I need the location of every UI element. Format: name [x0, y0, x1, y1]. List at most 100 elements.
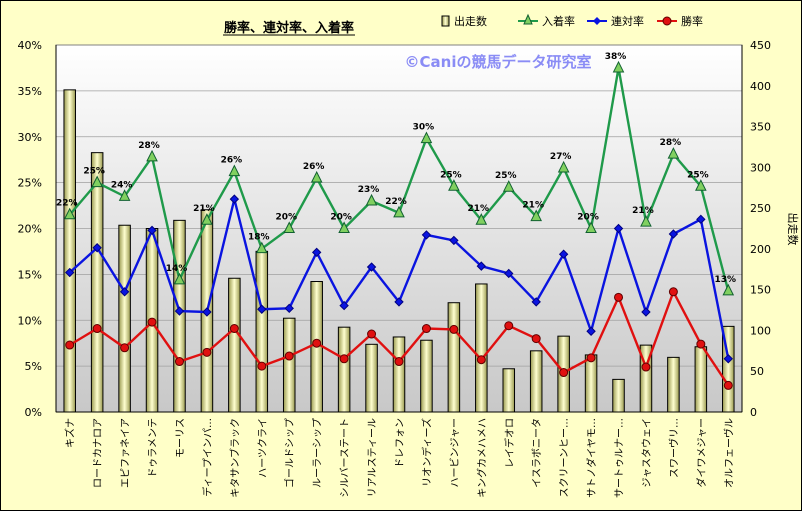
marker-placement-16: [502, 180, 515, 192]
bar-runs-13: [420, 339, 433, 413]
y-left-tick-label: 0%: [25, 406, 42, 419]
data-label-placement: 25%: [83, 167, 105, 177]
data-label-placement: 22%: [56, 199, 78, 209]
data-label-placement: 28%: [660, 138, 682, 148]
marker-quinella-4: [174, 306, 185, 316]
marker-quinella-23: [696, 214, 706, 225]
bar-runs-19: [584, 354, 598, 413]
y-right-tick-label: 450: [750, 39, 771, 52]
bar-runs-22: [667, 356, 680, 413]
marker-win-20: [614, 292, 624, 302]
marker-placement-2: [118, 189, 131, 201]
marker-quinella-15: [476, 261, 487, 271]
y-left-tick-label: 10%: [18, 314, 42, 327]
marker-quinella-2: [119, 287, 130, 297]
bar-runs-17: [529, 350, 543, 413]
data-label-placement: 21%: [468, 204, 490, 214]
x-category-label: オルフェーヴル: [722, 418, 735, 488]
y2-axis-label: 出走数: [786, 213, 800, 246]
bar-runs-4: [173, 219, 186, 413]
x-category-label: サトノダイヤモ…: [585, 418, 598, 498]
x-category-label: ドゥラメンテ: [147, 418, 159, 478]
y-left-tick-label: 35%: [18, 85, 42, 98]
x-category-label: ハーツクライ: [257, 418, 269, 478]
marker-placement-4: [173, 272, 186, 285]
data-label-placement: 26%: [303, 162, 325, 172]
bar-runs-0: [63, 89, 76, 413]
marker-win-18: [559, 368, 569, 378]
marker-placement-1: [91, 175, 103, 188]
data-label-placement: 22%: [385, 197, 407, 207]
y-right-tick-label: 350: [750, 121, 771, 134]
marker-quinella-14: [449, 235, 459, 246]
x-category-label: ダイワメジャー: [695, 418, 708, 488]
legend-entry: 入着率: [542, 14, 575, 28]
x-category-label: レイデオロ: [503, 418, 516, 468]
marker-placement-0: [63, 207, 76, 220]
marker-win-10: [339, 354, 349, 364]
marker-win-4: [174, 357, 184, 367]
marker-quinella-5: [202, 307, 212, 317]
y-right-tick-label: 300: [750, 161, 771, 174]
marker-win-19: [586, 353, 596, 363]
marker-placement-19: [585, 221, 597, 233]
data-label-placement: 25%: [495, 171, 517, 181]
data-label-placement: 21%: [632, 206, 654, 216]
x-category-label: キングカメハメハ: [475, 418, 488, 498]
y-right-tick-label: 200: [750, 243, 771, 256]
x-category-label: キタサンブラック: [228, 418, 241, 498]
x-category-label: ハービンジャー: [449, 418, 461, 488]
data-label-placement: 26%: [221, 156, 243, 166]
marker-win-6: [229, 324, 239, 334]
line-series: 22% 25% 24% 28% 14% 21% 26% 18% 20% 26% 20% 23% 22% 3…: [56, 52, 737, 390]
x-category-label: スクリーンヒー…: [559, 418, 571, 498]
marker-quinella-16: [504, 268, 514, 279]
marker-quinella-10: [339, 300, 349, 311]
bar-runs-6: [228, 277, 241, 413]
marker-win-22: [668, 287, 678, 297]
marker-quinella-0: [65, 267, 75, 278]
data-label-placement: 20%: [330, 213, 352, 223]
marker-win-14: [449, 324, 459, 334]
marker-placement-9: [310, 170, 323, 183]
x-category-label: ジャスタウェイ: [641, 418, 653, 488]
marker-quinella-3: [147, 225, 157, 236]
marker-placement-13: [420, 131, 433, 144]
marker-placement-10: [338, 221, 350, 233]
marker-placement-11: [365, 193, 378, 206]
bar-runs-20: [612, 378, 625, 413]
marker-win-11: [367, 329, 377, 339]
data-label-placement: 28%: [138, 141, 160, 151]
marker-quinella-20: [613, 223, 624, 234]
data-label-placement: 25%: [687, 170, 709, 180]
data-label-placement: 13%: [715, 275, 737, 285]
marker-win-16: [504, 321, 514, 331]
marker-quinella-12: [394, 297, 404, 307]
marker-placement-17: [530, 209, 543, 222]
x-category-label: ロードカナロア: [92, 418, 104, 488]
data-label-placement: 27%: [550, 152, 572, 162]
marker-win-15: [476, 355, 486, 365]
x-category-label: エピファネイア: [120, 418, 132, 488]
y-left-tick-label: 15%: [18, 268, 42, 281]
y-right-tick-label: 50: [750, 365, 764, 378]
legend-marker: [662, 16, 672, 26]
x-category-label: キズナ: [64, 418, 77, 448]
data-label-placement: 18%: [248, 233, 270, 243]
marker-quinella-17: [531, 297, 541, 307]
x-category-label: リアルスティール: [368, 418, 379, 497]
legend-marker: [523, 13, 533, 25]
x-category-label: イスラボニータ: [531, 418, 543, 488]
marker-quinella-11: [366, 262, 377, 272]
marker-win-23: [696, 339, 706, 349]
legend: 出走数 入着率 連対率 勝率: [441, 13, 703, 28]
marker-placement-18: [557, 160, 570, 173]
data-label-placement: 25%: [440, 170, 462, 180]
marker-quinella-7: [257, 304, 267, 314]
legend-entry: 連対率: [611, 14, 644, 28]
y-right-tick-label: 100: [750, 324, 771, 337]
marker-placement-15: [475, 213, 488, 225]
x-category-label: リオンディーズ: [420, 418, 433, 487]
marker-quinella-21: [641, 307, 651, 317]
